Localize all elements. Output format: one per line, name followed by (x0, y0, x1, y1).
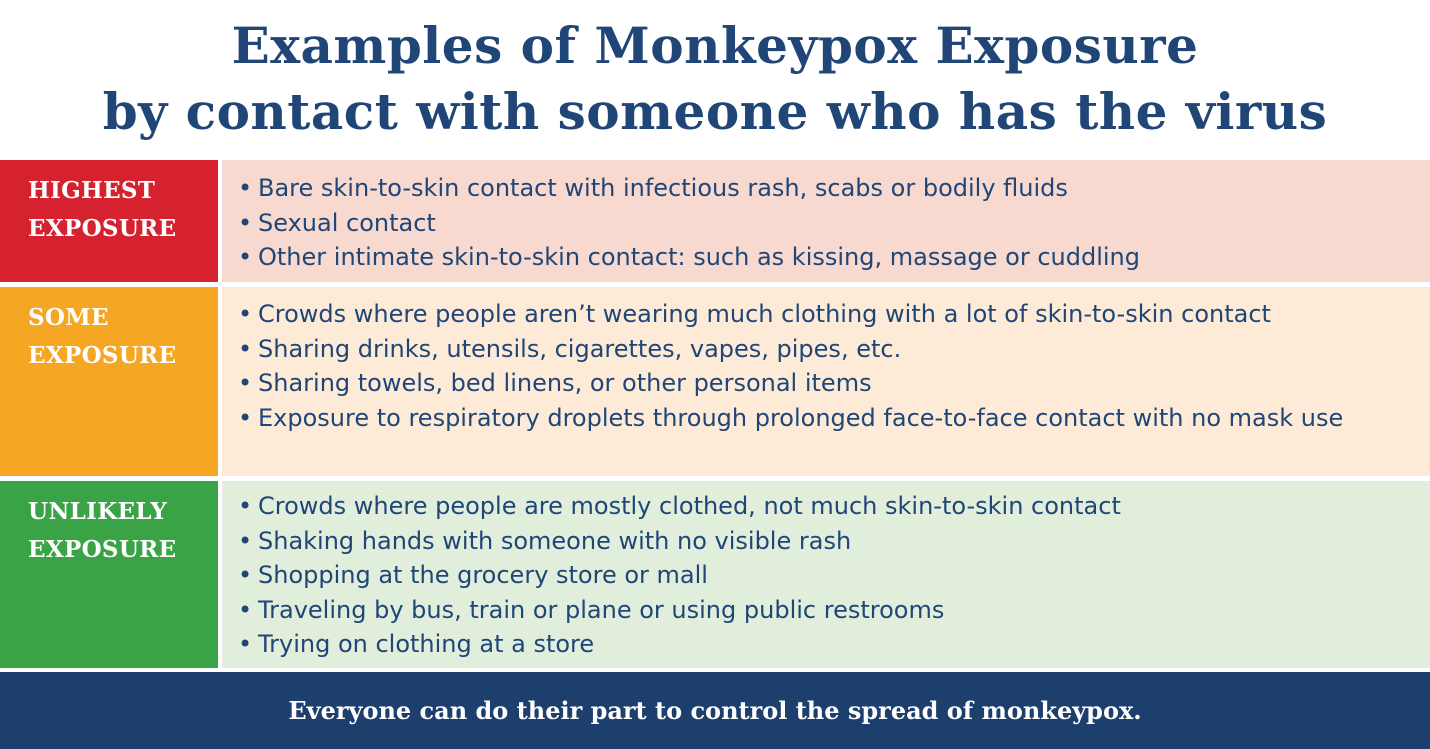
title-line-2: by contact with someone who has the viru… (102, 82, 1328, 141)
unlikely-label-line-2: EXPOSURE (28, 536, 177, 563)
some-label-line-2: EXPOSURE (28, 342, 177, 369)
list-item: • Crowds where people are mostly clothed,… (238, 492, 1121, 520)
list-item: • Exposure to respiratory droplets throug… (238, 403, 1344, 432)
footer-banner: Everyone can do their part to control th… (0, 672, 1430, 749)
highest-label-line-2: EXPOSURE (28, 215, 177, 242)
list-item: • Trying on clothing at a store (238, 630, 595, 658)
unlikely-exposure-label: UNLIKELY EXPOSURE (0, 481, 218, 668)
some-label-line-1: SOME (28, 304, 109, 331)
list-item: • Sexual contact (238, 208, 436, 237)
some-exposure-row: SOME EXPOSURE • Crowds where people aren’… (0, 287, 1430, 476)
list-item: • Other intimate skin-to-skin contact: su… (238, 243, 1140, 271)
list-item: • Shopping at the grocery store or mall (238, 561, 708, 589)
highest-exposure-row: HIGHEST EXPOSURE • Bare skin-to-skin cont… (0, 160, 1430, 282)
highest-label-line-1: HIGHEST (28, 177, 156, 204)
list-item: • Sharing drinks, utensils, cigarettes, v… (238, 334, 902, 363)
some-exposure-list: • Crowds where people aren’t wearing much… (222, 287, 1430, 476)
list-item: • Shaking hands with someone with no visi… (238, 526, 852, 555)
list-item: • Bare skin-to-skin contact with infectio… (238, 174, 1068, 202)
highest-exposure-list: • Bare skin-to-skin contact with infectio… (222, 160, 1430, 282)
unlikely-exposure-list: • Crowds where people are mostly clothed,… (222, 481, 1430, 668)
unlikely-label-line-1: UNLIKELY (28, 498, 168, 525)
unlikely-exposure-row: UNLIKELY EXPOSURE • Crowds where people a… (0, 481, 1430, 668)
title-line-1: Examples of Monkeypox Exposure (231, 16, 1199, 75)
highest-exposure-label: HIGHEST EXPOSURE (0, 160, 218, 282)
list-item: • Crowds where people aren’t wearing much… (238, 300, 1271, 328)
page-title: Examples of Monkeypox Exposure by contac… (0, 0, 1430, 160)
list-item: • Sharing towels, bed linens, or other pe… (238, 369, 872, 397)
list-item: • Traveling by bus, train or plane or usi… (238, 595, 945, 624)
some-exposure-label: SOME EXPOSURE (0, 287, 218, 476)
